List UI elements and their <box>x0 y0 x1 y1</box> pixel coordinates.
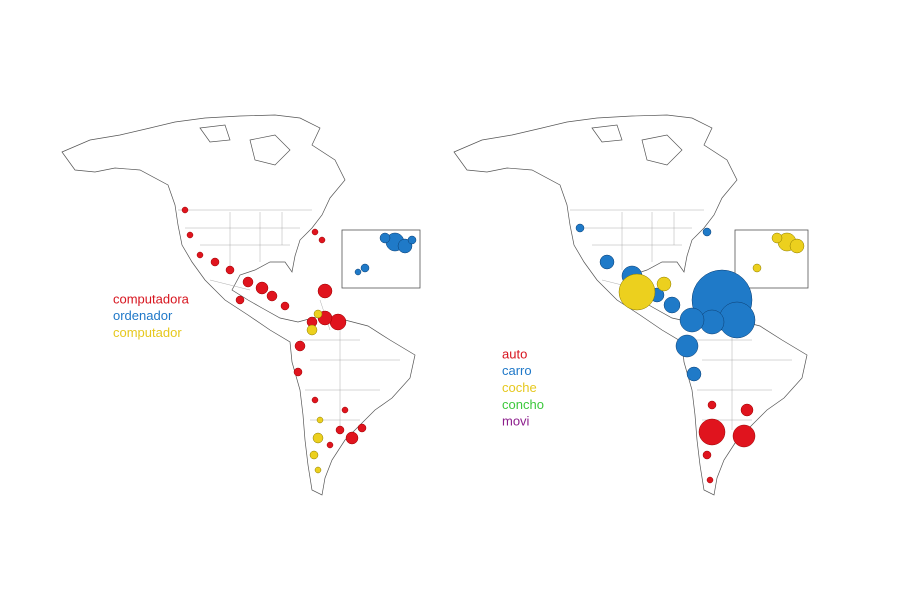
legend-label: computador <box>113 325 182 340</box>
bubbles <box>181 206 417 474</box>
legend-label: computadora <box>113 291 190 306</box>
legend: auto carro coche concho movi <box>502 346 544 428</box>
legend-label: movi <box>502 414 530 429</box>
legend-label: concho <box>502 397 544 412</box>
legend-label: coche <box>502 380 537 395</box>
map-right: auto carro coche concho movi <box>453 114 809 496</box>
legend-label: ordenador <box>113 308 173 323</box>
legend-label: auto <box>502 346 527 361</box>
inset-box <box>734 229 809 289</box>
legend-label: carro <box>502 363 532 378</box>
map-left: computadora ordenador computador <box>61 114 421 496</box>
bubbles <box>575 223 805 484</box>
legend: computadora ordenador computador <box>113 291 190 340</box>
